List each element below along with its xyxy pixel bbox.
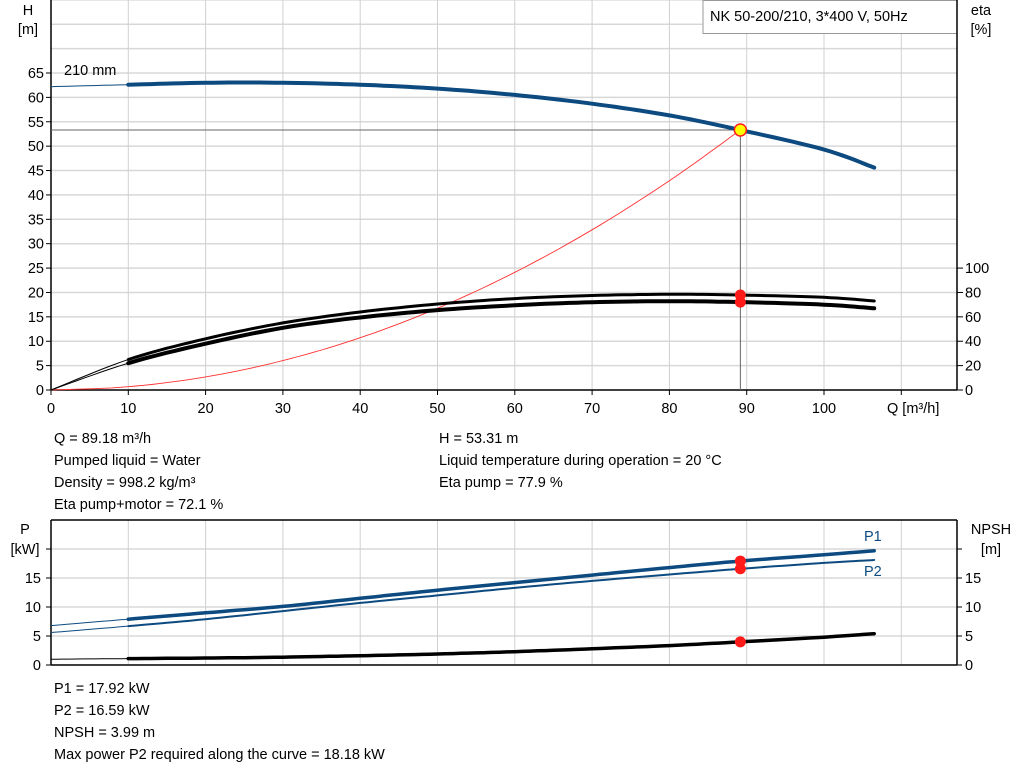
- p1-label: P1: [864, 529, 882, 545]
- head-curve-extension: [50, 84, 129, 88]
- x-tick-label: 40: [352, 401, 368, 417]
- title-box: [702, 0, 958, 34]
- duty-point: [733, 123, 748, 137]
- x-tick-label: 90: [739, 401, 755, 417]
- info-max-p2: Max power P2 required along the curve = …: [54, 747, 385, 763]
- p2-curve-extension: [50, 625, 129, 633]
- y-axis-unit-left: [m]: [18, 22, 38, 38]
- x-tick-label: 70: [584, 401, 600, 417]
- eta-tick-label: 60: [965, 310, 981, 326]
- eta-tick-label: 80: [965, 285, 981, 301]
- y-tick-label: 5: [36, 359, 44, 375]
- info-eta-pump: Eta pump = 77.9 %: [439, 475, 563, 491]
- p-axis-unit: [kW]: [11, 542, 40, 558]
- head-curve: [126, 80, 877, 170]
- info-q: Q = 89.18 m³/h: [54, 431, 152, 447]
- y-tick-label: 35: [28, 212, 44, 228]
- y-tick-label: 25: [28, 261, 44, 277]
- y-tick-label: 60: [28, 90, 44, 106]
- npsh-curve: [126, 631, 876, 661]
- info-top-left: Q = 89.18 m³/h Pumped liquid = Water Den…: [54, 428, 223, 516]
- p-tick-label: 15: [25, 571, 41, 587]
- info-liquid: Pumped liquid = Water: [54, 453, 201, 469]
- eta-tick-label: 0: [965, 383, 973, 399]
- y-tick-label: 15: [28, 310, 44, 326]
- npsh-tick-label: 0: [965, 658, 973, 674]
- eta-pump-motor-curve-extension: [50, 362, 129, 391]
- info-npsh: NPSH = 3.99 m: [54, 725, 156, 741]
- info-density: Density = 998.2 kg/m³: [54, 475, 196, 491]
- y-tick-label: 65: [28, 66, 44, 82]
- p-axis-label: P: [20, 522, 30, 538]
- eta-tick-label: 20: [965, 359, 981, 375]
- p2-curve: [127, 559, 876, 628]
- npsh-tick-label: 5: [965, 629, 973, 645]
- eta-tick-label: 40: [965, 334, 981, 350]
- eta-tick-label: 100: [965, 261, 989, 277]
- x-tick-label: 30: [275, 401, 291, 417]
- p1-point: [734, 555, 746, 567]
- y-axis-label-right: eta: [971, 3, 992, 19]
- x-tick-label: 10: [120, 401, 136, 417]
- y-tick-label: 0: [36, 383, 44, 399]
- p2-point: [734, 563, 746, 575]
- p-tick-label: 5: [33, 629, 41, 645]
- x-tick-label: 60: [507, 401, 523, 417]
- npsh-tick-label: 15: [965, 571, 981, 587]
- info-p1: P1 = 17.92 kW: [54, 681, 150, 697]
- info-bottom: P1 = 17.92 kW P2 = 16.59 kW NPSH = 3.99 …: [54, 678, 385, 766]
- chart-title: NK 50-200/210, 3*400 V, 50Hz: [710, 9, 908, 25]
- p1-curve-extension: [50, 618, 129, 627]
- y-tick-label: 10: [28, 334, 44, 350]
- npsh-curve-extension: [51, 658, 129, 660]
- x-tick-label: 0: [47, 401, 55, 417]
- y-tick-label: 45: [28, 164, 44, 180]
- x-axis-label: Q [m³/h]: [887, 401, 939, 417]
- p-tick-label: 0: [33, 658, 41, 674]
- info-h: H = 53.31 m: [439, 431, 519, 447]
- y-tick-label: 55: [28, 115, 44, 131]
- y-tick-label: 30: [28, 237, 44, 253]
- npsh-axis-label: NPSH: [971, 522, 1011, 538]
- y-tick-label: 50: [28, 139, 44, 155]
- system-curve: [50, 129, 741, 391]
- y-tick-label: 40: [28, 188, 44, 204]
- info-eta-pump-motor: Eta pump+motor = 72.1 %: [54, 497, 224, 513]
- y-axis-unit-right: [%]: [971, 22, 992, 38]
- x-tick-label: 100: [812, 401, 836, 417]
- eta-pump-curve: [126, 292, 876, 361]
- p1-curve: [126, 548, 876, 621]
- info-top-right: H = 53.31 m Liquid temperature during op…: [439, 428, 722, 494]
- curve-label: 210 mm: [64, 63, 116, 79]
- p-tick-label: 10: [25, 600, 41, 616]
- npsh-point: [734, 636, 746, 648]
- x-tick-label: 20: [198, 401, 214, 417]
- eta-pump-motor-point: [734, 296, 746, 308]
- eta-pump-motor-curve: [126, 299, 877, 366]
- info-temperature: Liquid temperature during operation = 20…: [439, 453, 722, 469]
- p2-label: P2: [864, 564, 882, 580]
- y-axis-label-left: H: [23, 3, 33, 19]
- x-tick-label: 80: [661, 401, 677, 417]
- info-p2: P2 = 16.59 kW: [54, 703, 150, 719]
- x-tick-label: 50: [429, 401, 445, 417]
- npsh-axis-unit: [m]: [981, 542, 1001, 558]
- y-tick-label: 20: [28, 285, 44, 301]
- npsh-tick-label: 10: [965, 600, 981, 616]
